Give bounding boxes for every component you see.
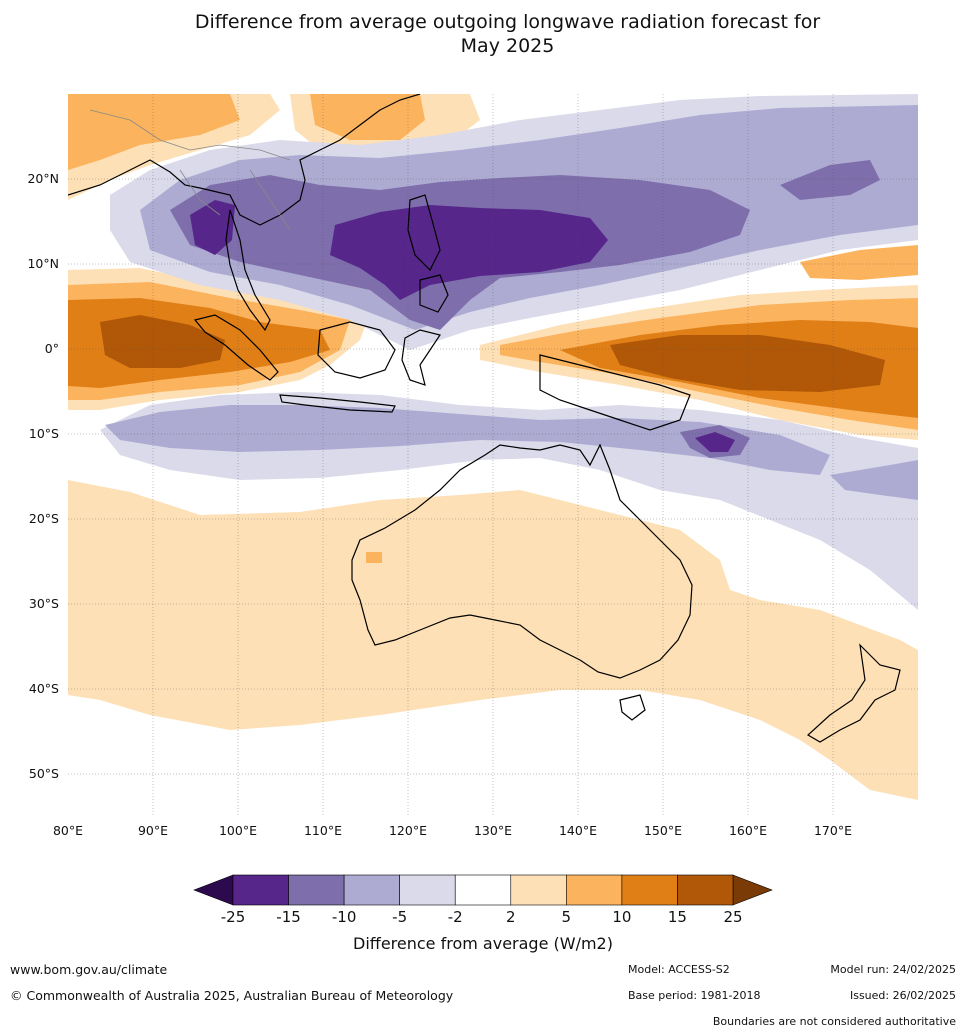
lat-label: 10°S [29,426,59,441]
tasmania-coastline [619,694,646,721]
java-coastline [279,394,396,413]
lat-label: 30°S [29,596,59,611]
lon-label: 100°E [219,823,257,838]
lat-label: 40°S [29,681,59,696]
lon-label: 170°E [814,823,852,838]
lon-label: 120°E [389,823,427,838]
indochina-coastline [225,209,271,332]
lon-label: 80°E [53,823,83,838]
lat-label: 50°S [29,766,59,781]
lat-label: 0° [45,341,59,356]
lon-label: 110°E [304,823,342,838]
new-guinea-coastline [539,354,691,431]
anomaly-deep-orange-eq-east [610,335,885,392]
anomaly-deep-purple-north [190,200,608,300]
issued-text: Issued: 26/02/2025 [849,989,956,1002]
anomaly-deep-purple-south [695,432,735,452]
australia-coastline [351,443,693,679]
lon-label: 150°E [644,823,682,838]
colorbar-title: Difference from average (W/m2) [353,934,613,953]
base-period-text: Base period: 1981-2018 [628,989,761,1002]
colorbar-segment [621,874,678,906]
lon-label: 130°E [474,823,512,838]
lat-label: 20°S [29,511,59,526]
colorbar-tick-label: 5 [562,908,572,926]
colorbar-segment [399,874,456,906]
map-plot-area [68,94,918,816]
country-borders [89,109,291,231]
new-zealand-coastline [806,643,901,743]
colorbar-segment [454,874,512,906]
colorbar-tick-label: 10 [612,908,631,926]
anomaly-mid-purple-ne [780,160,880,200]
colorbar-tick-label: -25 [221,908,246,926]
colorbar-tick-label: -2 [448,908,463,926]
model-text: Model: ACCESS-S2 [628,963,730,976]
borneo-coastline [317,321,396,379]
lon-label: 140°E [559,823,597,838]
lon-label: 160°E [729,823,767,838]
colorbar-under-arrow [193,874,234,906]
sulawesi-coastline [401,329,441,386]
title-line-1: Difference from average outgoing longwav… [194,11,821,33]
philippines-coastline [407,194,449,313]
colorbar-tick-label: 25 [723,908,742,926]
colorbar-segment [510,874,567,906]
colorbar-tick-label: 2 [506,908,516,926]
anomaly-orange-ne [800,245,918,280]
title-line-2: May 2025 [460,35,555,57]
colorbar-segment [343,874,400,906]
map-title: Difference from average outgoing longwav… [0,10,965,58]
anomaly-orange-nw [68,94,240,170]
lat-label: 20°N [27,171,59,186]
colorbar-segment [288,874,345,906]
lat-label: 10°N [27,256,59,271]
lon-label: 90°E [138,823,168,838]
colorbar: -25 -15 -10 -5 -2 2 5 10 15 25 Difference from av… [193,874,773,953]
asia-mainland-coastline [68,94,421,226]
longitude-labels: 80°E 90°E 100°E 110°E 120°E 130°E 140°E … [53,823,852,838]
sumatra-coastline [193,314,279,381]
anomaly-orange-n [310,94,425,140]
disclaimer-text: Boundaries are not considered authoritat… [712,1015,956,1028]
latitude-labels: 20°N 10°N 0° 10°S 20°S 30°S 40°S 50°S [27,171,59,781]
colorbar-tick-label: -15 [276,908,301,926]
colorbar-segment [677,874,734,906]
colorbar-over-arrow [732,874,773,906]
anomaly-orange-wa [366,552,382,563]
colorbar-segment [566,874,623,906]
colorbar-segment [232,874,289,906]
colorbar-tick-label: 15 [668,908,687,926]
graticule [68,94,918,816]
colorbar-tick-label: -5 [392,908,407,926]
colorbar-tick-label: -10 [332,908,357,926]
website-text: www.bom.gov.au/climate [10,962,168,977]
model-run-text: Model run: 24/02/2025 [830,963,956,976]
anomaly-deep-orange-eq-west [100,315,225,368]
copyright-text: © Commonwealth of Australia 2025, Austra… [10,988,454,1003]
